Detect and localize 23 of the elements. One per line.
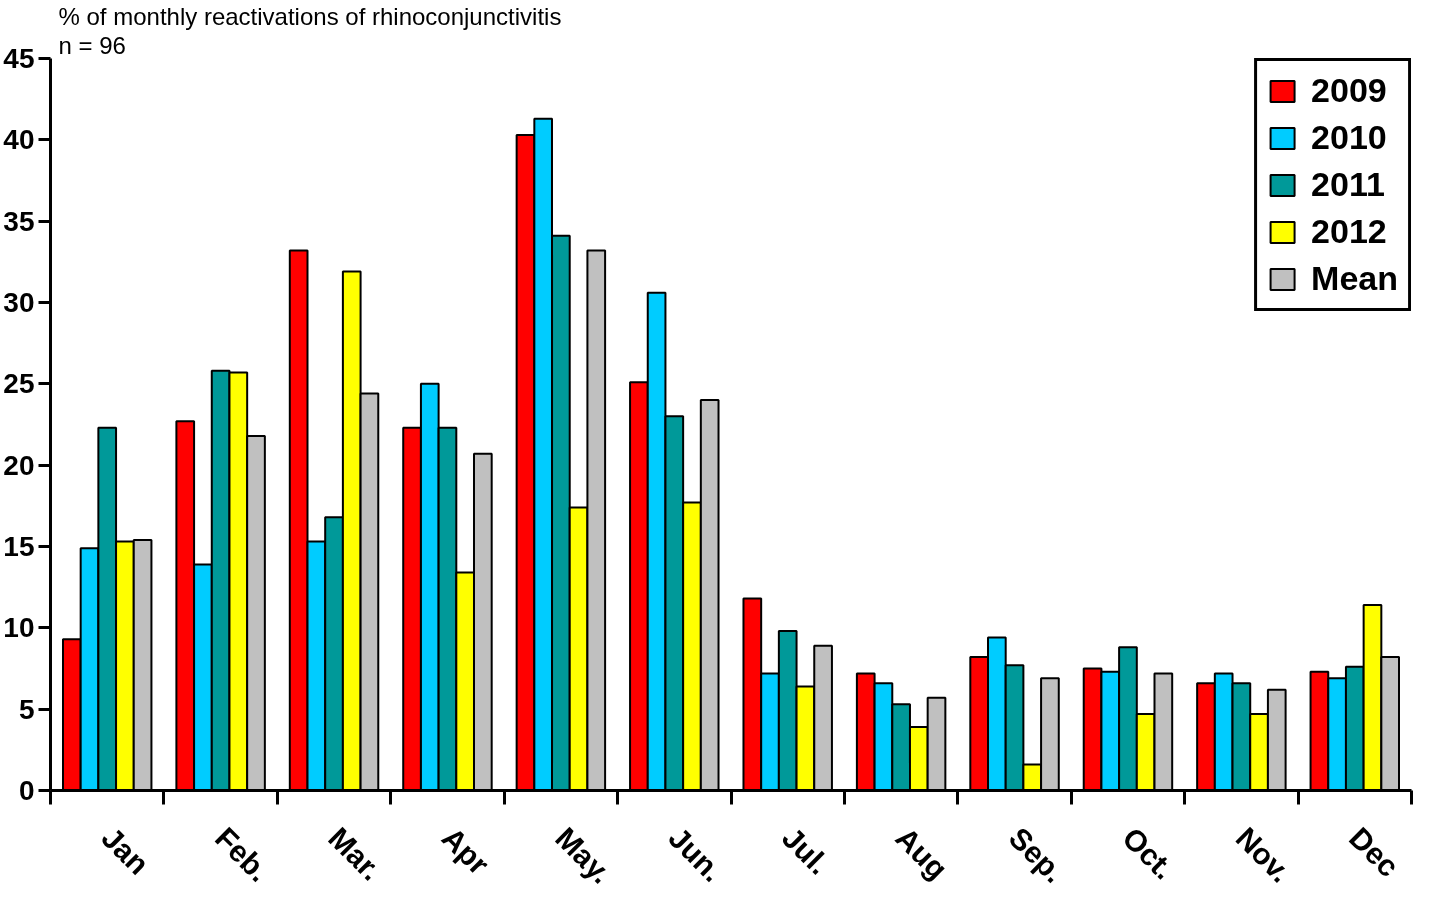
legend-label: 2011 xyxy=(1311,165,1385,204)
y-tick-label: 45 xyxy=(3,43,35,74)
y-tick-label: 20 xyxy=(3,449,35,481)
y-tick-label: 35 xyxy=(3,205,35,237)
y-tick-label: 0 xyxy=(18,775,35,806)
x-tick-label: Aug xyxy=(889,820,955,886)
x-tick-label: Dec xyxy=(1343,820,1406,884)
legend-label: 2010 xyxy=(1311,118,1387,157)
x-tick-label: Oct. xyxy=(1116,820,1181,886)
legend-label: 2012 xyxy=(1311,212,1387,251)
legend-label: 2009 xyxy=(1311,71,1387,110)
x-tick-label: Jan xyxy=(95,820,156,881)
y-tick-label: 5 xyxy=(18,693,35,725)
x-tick-label: Jul. xyxy=(776,820,836,881)
y-tick-label: 10 xyxy=(3,612,35,644)
y-tick-label: 40 xyxy=(3,124,35,156)
y-tick-label: 15 xyxy=(3,531,35,562)
legend-label: Mean xyxy=(1311,259,1398,298)
chart-title: % of monthly reactivations of rhinoconjunctivitis xyxy=(58,2,562,30)
x-tick-label: Apr xyxy=(435,820,496,881)
y-tick-label: 30 xyxy=(3,287,35,318)
y-tick-label: 25 xyxy=(3,368,35,400)
chart-subtitle: n = 96 xyxy=(58,31,126,59)
